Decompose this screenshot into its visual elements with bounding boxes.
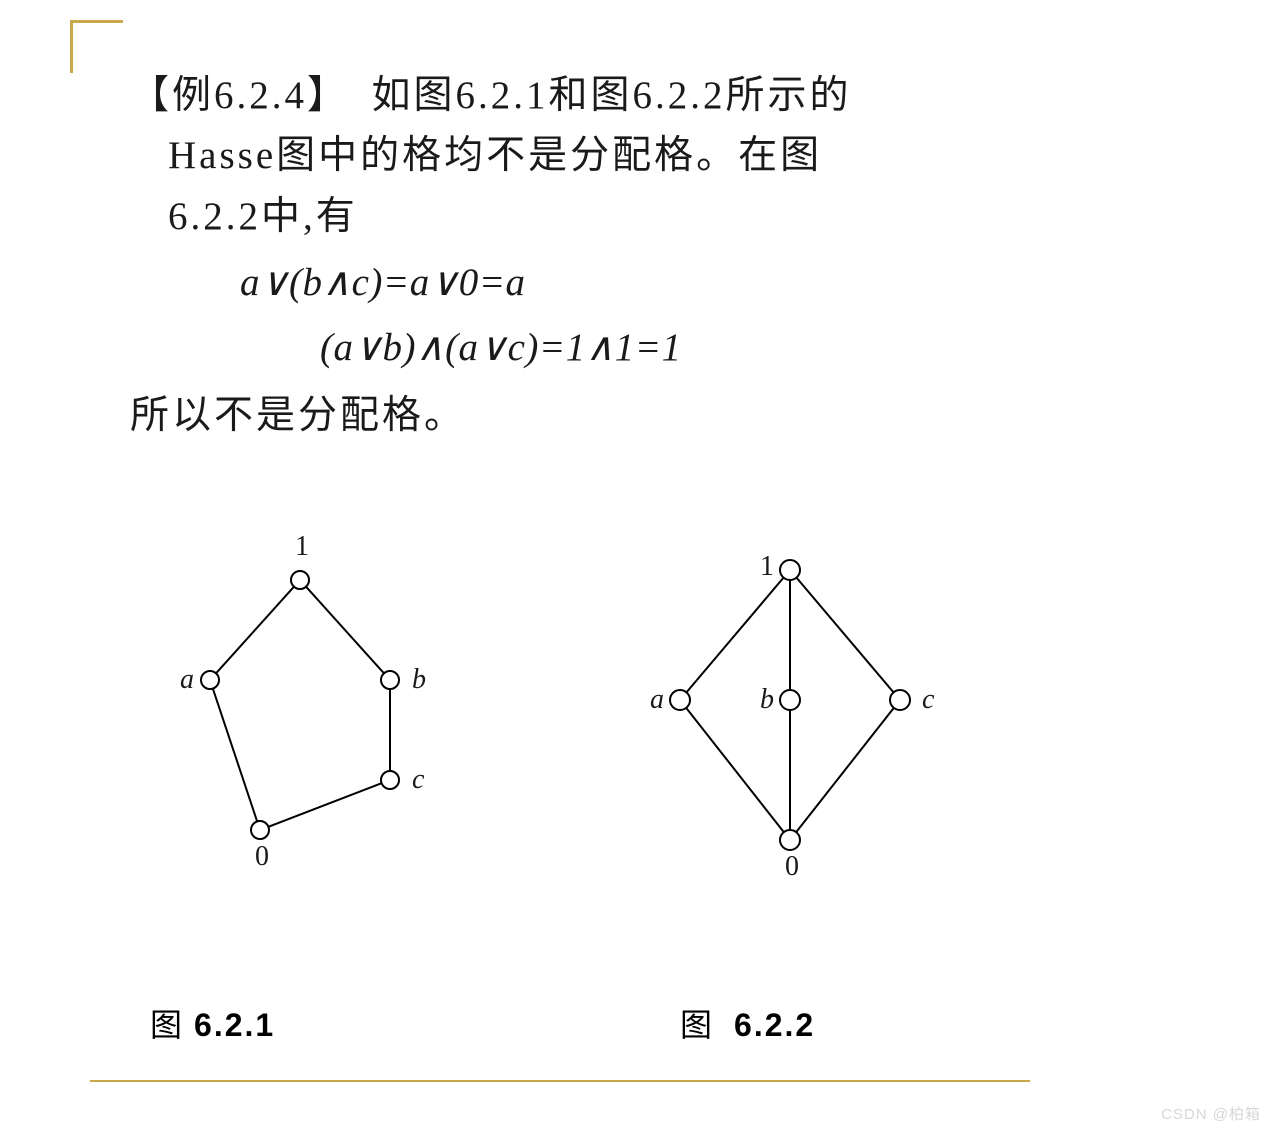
node-label-zero: 0 (785, 851, 799, 882)
node-label-one: 1 (295, 531, 309, 562)
corner-ornament (70, 20, 123, 73)
node-a (670, 690, 690, 710)
node-label-a: a (180, 664, 194, 695)
watermark: CSDN @柏箱 (1161, 1103, 1261, 1124)
node-label-c: c (412, 764, 425, 795)
equation-1: a∨(b∧c)=a∨0=a (130, 253, 1030, 313)
bottom-rule (90, 1080, 1030, 1082)
hasse-diagram-left: 1 a b c 0 (140, 520, 480, 900)
node-a (201, 671, 219, 689)
node-one (780, 560, 800, 580)
edge (686, 578, 783, 693)
node-b (381, 671, 399, 689)
caption-prefix: 图 (150, 1007, 184, 1043)
node-label-zero: 0 (255, 841, 269, 872)
node-c (890, 690, 910, 710)
body-text: 【例6.2.4】 如图6.2.1和图6.2.2所示的 Hasse图中的格均不是分… (130, 66, 1030, 447)
node-label-a: a (650, 684, 664, 715)
node-zero (251, 821, 269, 839)
caption-left: 图 6.2.1 (150, 1000, 275, 1046)
caption-left-number: 6.2.1 (194, 1007, 275, 1043)
node-one (291, 571, 309, 589)
line-3: 6.2.2中,有 (130, 187, 1030, 247)
node-c (381, 771, 399, 789)
edge (796, 578, 893, 693)
hasse-diagram-right: 1 a b c 0 (630, 520, 970, 900)
node-label-b: b (412, 664, 426, 695)
diagrams-row: 1 a b c 0 1 a b c 0 (130, 520, 1030, 950)
line-2: Hasse图中的格均不是分配格。在图 (130, 126, 1030, 186)
caption-prefix: 图 (680, 1007, 714, 1043)
conclusion: 所以不是分配格。 (130, 386, 1030, 446)
edge (216, 587, 294, 674)
node-label-one: 1 (760, 551, 774, 582)
example-tag: 【例6.2.4】 (130, 74, 330, 117)
edge (268, 783, 381, 827)
page-root: 【例6.2.4】 如图6.2.1和图6.2.2所示的 Hasse图中的格均不是分… (0, 0, 1285, 1144)
equation-2: (a∨b)∧(a∨c)=1∧1=1 (130, 318, 1030, 378)
edge (306, 587, 384, 674)
line-1: 【例6.2.4】 如图6.2.1和图6.2.2所示的 (130, 66, 1030, 126)
node-zero (780, 830, 800, 850)
node-b (780, 690, 800, 710)
node-label-b: b (760, 684, 774, 715)
node-label-c: c (922, 684, 935, 715)
line1-rest: 如图6.2.1和图6.2.2所示的 (330, 74, 852, 117)
edge (796, 708, 894, 832)
edge (213, 689, 257, 822)
caption-right-number: 6.2.2 (734, 1007, 815, 1043)
edge (686, 708, 784, 832)
caption-right: 图 6.2.2 (680, 1000, 815, 1046)
